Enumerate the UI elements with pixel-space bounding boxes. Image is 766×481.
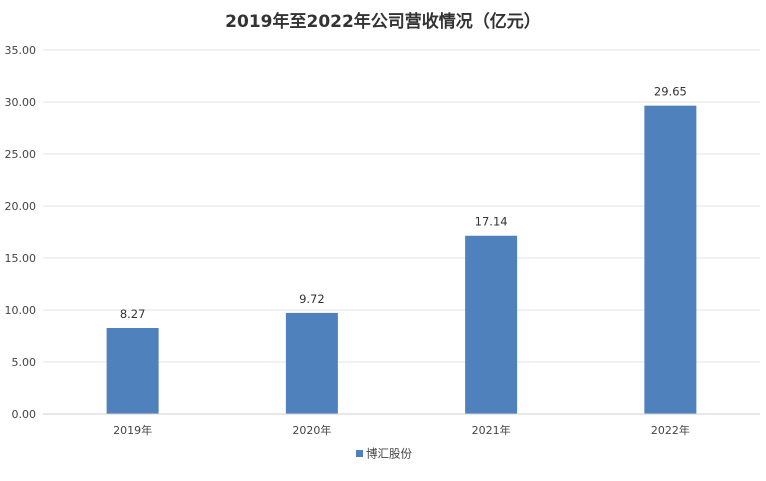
gridlines — [43, 49, 760, 363]
bar-3 — [465, 235, 518, 414]
bar-4 — [644, 105, 697, 414]
x-tick-label: 2019年 — [113, 423, 152, 437]
bar-2 — [285, 312, 338, 414]
x-axis-tick-labels: 2019年 2020年 2021年 2022年 — [113, 423, 690, 437]
data-label-3: 17.14 — [475, 215, 508, 229]
y-tick-label: 20.00 — [5, 200, 37, 213]
y-tick-label: 10.00 — [5, 304, 37, 317]
data-labels: 8.27 9.72 17.14 29.65 — [120, 85, 687, 321]
data-label-1: 8.27 — [120, 307, 146, 321]
data-label-2: 9.72 — [299, 292, 325, 306]
bar-1 — [106, 327, 159, 414]
y-tick-label: 35.00 — [5, 44, 37, 57]
y-tick-label: 15.00 — [5, 252, 37, 265]
x-tick-label: 2021年 — [472, 423, 511, 437]
y-axis-tick-labels: 0.00 5.00 10.00 15.00 20.00 25.00 30.00 35.00 — [5, 44, 37, 421]
x-tick-label: 2020年 — [292, 423, 331, 437]
y-tick-label: 5.00 — [12, 356, 37, 369]
y-tick-label: 0.00 — [12, 408, 37, 421]
x-tick-label: 2022年 — [651, 423, 690, 437]
y-tick-label: 25.00 — [5, 148, 37, 161]
data-label-4: 29.65 — [654, 85, 687, 99]
chart-title: 2019年至2022年公司营收情况（亿元） — [225, 11, 541, 32]
legend-label-bohui: 博汇股份 — [366, 447, 412, 461]
legend: 博汇股份 — [356, 447, 412, 461]
y-tick-label: 30.00 — [5, 96, 37, 109]
legend-swatch-bohui — [356, 450, 363, 457]
bars — [106, 105, 697, 414]
